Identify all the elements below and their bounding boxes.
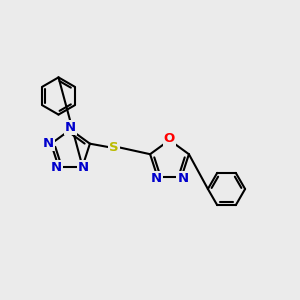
Text: N: N xyxy=(78,161,89,174)
Text: N: N xyxy=(65,121,76,134)
Text: S: S xyxy=(109,141,119,154)
Text: N: N xyxy=(43,136,54,150)
Text: N: N xyxy=(177,172,189,185)
Text: N: N xyxy=(51,160,62,174)
Text: N: N xyxy=(150,172,162,185)
Text: O: O xyxy=(164,132,175,145)
